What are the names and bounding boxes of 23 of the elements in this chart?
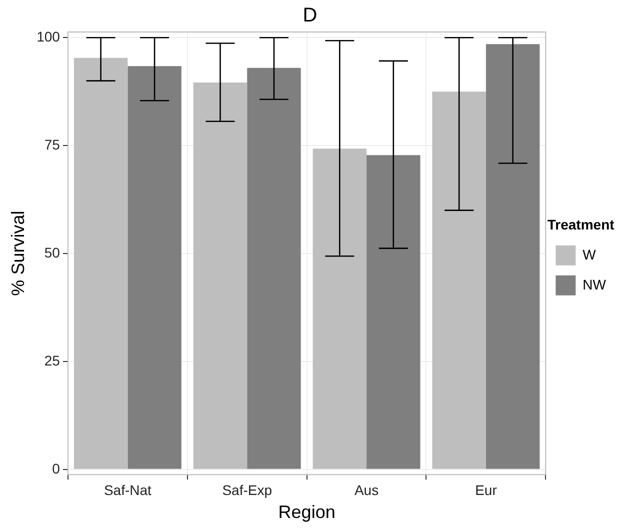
chart-title: D — [302, 4, 318, 27]
x-tick-label: Saf-Nat — [104, 482, 152, 498]
legend-title: Treatment — [547, 216, 615, 232]
y-tick-label: 100 — [36, 28, 60, 44]
bar — [432, 92, 486, 469]
x-axis-title: Region — [278, 502, 336, 522]
y-tick-label: 75 — [44, 136, 60, 152]
y-tick-label: 50 — [44, 244, 60, 260]
bar — [193, 82, 248, 469]
bar — [312, 148, 367, 469]
bar — [486, 44, 540, 469]
y-tick-label: 25 — [44, 352, 60, 368]
x-tick-label: Saf-Exp — [222, 482, 272, 498]
bar — [247, 68, 301, 469]
legend-label: W — [582, 246, 597, 262]
x-tick-label: Eur — [475, 482, 498, 498]
y-axis-title: % Survival — [8, 210, 28, 296]
bar — [366, 155, 420, 469]
bar — [128, 66, 182, 469]
y-tick-label: 0 — [52, 460, 60, 476]
x-tick-label: Aus — [354, 482, 379, 498]
bar — [74, 58, 128, 469]
legend-label: NW — [582, 276, 607, 292]
